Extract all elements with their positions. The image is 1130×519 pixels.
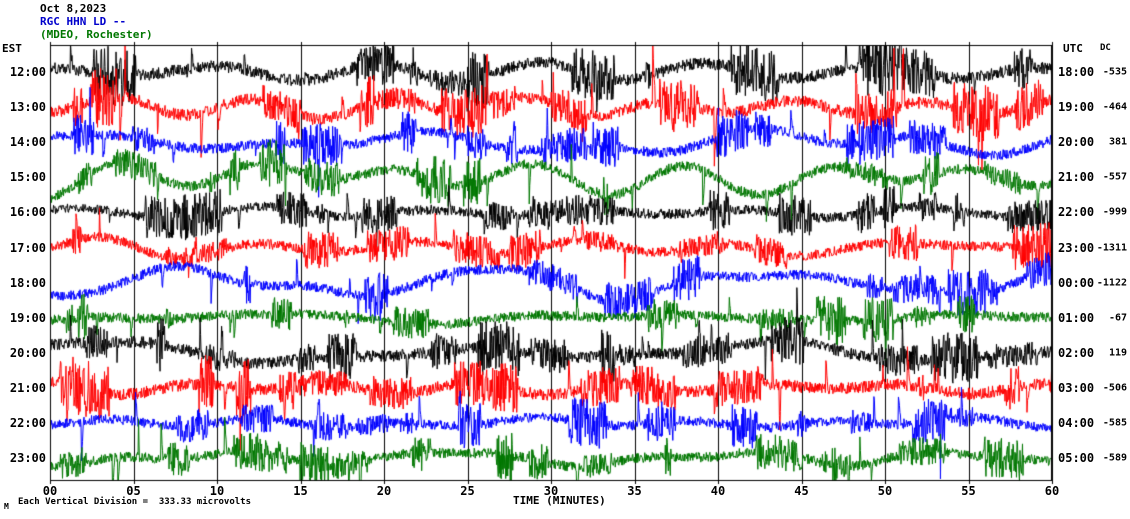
dc-offset-value: -67 [1108,312,1127,324]
scale-note: Each Vertical Division = 333.33 microvol… [18,497,251,507]
title-location: (MDEO, Rochester) [40,28,153,41]
utc-time-label: 03:00 [1058,380,1095,395]
utc-time-label: 02:00 [1058,345,1095,360]
est-time-label: 22:00 [9,416,46,430]
x-tick-label: 05 [126,484,141,498]
x-tick-label: 40 [710,484,726,498]
utc-time-label: 00:00 [1058,275,1095,290]
right-axis-label: UTC [1063,42,1083,55]
est-time-label: 19:00 [9,310,46,325]
utc-time-label: 23:00 [1058,240,1095,255]
dc-offset-value: -589 [1102,452,1127,464]
left-axis-label: EST [2,42,22,55]
est-time-label: 14:00 [9,135,46,150]
x-tick-label: 30 [543,484,559,498]
est-time-label: 23:00 [9,451,46,466]
est-time-label: 16:00 [9,205,46,220]
utc-time-label: 22:00 [1058,205,1095,220]
x-tick-label: 15 [293,484,308,498]
x-tick-label: 60 [1044,484,1060,498]
x-tick-label: 25 [460,484,475,498]
x-tick-label: 50 [877,484,893,498]
title-block: Oct 8,2023 RGC HHN LD -- (MDEO, Rocheste… [40,2,153,41]
est-time-label: 13:00 [9,100,46,115]
dc-offset-value: -585 [1102,417,1127,429]
utc-time-label: 21:00 [1058,170,1095,185]
utc-time-label: 18:00 [1058,65,1095,79]
utc-time-label: 20:00 [1058,135,1095,150]
est-time-label: 15:00 [9,170,46,185]
x-tick-label: 45 [794,484,809,498]
est-time-label: 12:00 [9,65,46,79]
x-axis-title: TIME (MINUTES) [513,494,606,507]
x-tick-label: 55 [961,484,976,498]
dc-offset-value: -999 [1102,206,1127,218]
dc-offset-value: -535 [1102,66,1127,78]
dc-offset-value: -506 [1102,382,1127,394]
est-time-label: 18:00 [9,275,46,290]
dc-axis-label: DC [1100,43,1111,53]
utc-time-label: 19:00 [1058,100,1095,115]
est-time-label: 17:00 [9,240,46,255]
x-tick-label: 10 [209,484,225,498]
utc-time-label: 01:00 [1058,310,1095,325]
dc-offset-value: -1311 [1096,242,1127,253]
corner-mark: M [4,502,9,511]
dc-offset-value: -1122 [1096,277,1127,289]
dc-offset-value: -557 [1102,171,1127,183]
dc-offset-value: 381 [1108,136,1127,148]
dc-offset-value: -464 [1102,101,1127,113]
title-date: Oct 8,2023 [40,2,107,15]
utc-time-label: 05:00 [1058,451,1095,466]
est-time-label: 21:00 [9,380,46,395]
title-station: RGC HHN LD -- [40,15,127,28]
utc-time-label: 04:00 [1058,416,1095,430]
dc-offset-value: 119 [1108,347,1127,359]
x-tick-label: 00 [42,484,58,498]
est-time-label: 20:00 [9,345,46,360]
x-tick-label: 20 [376,484,392,498]
x-tick-label: 35 [627,484,642,498]
